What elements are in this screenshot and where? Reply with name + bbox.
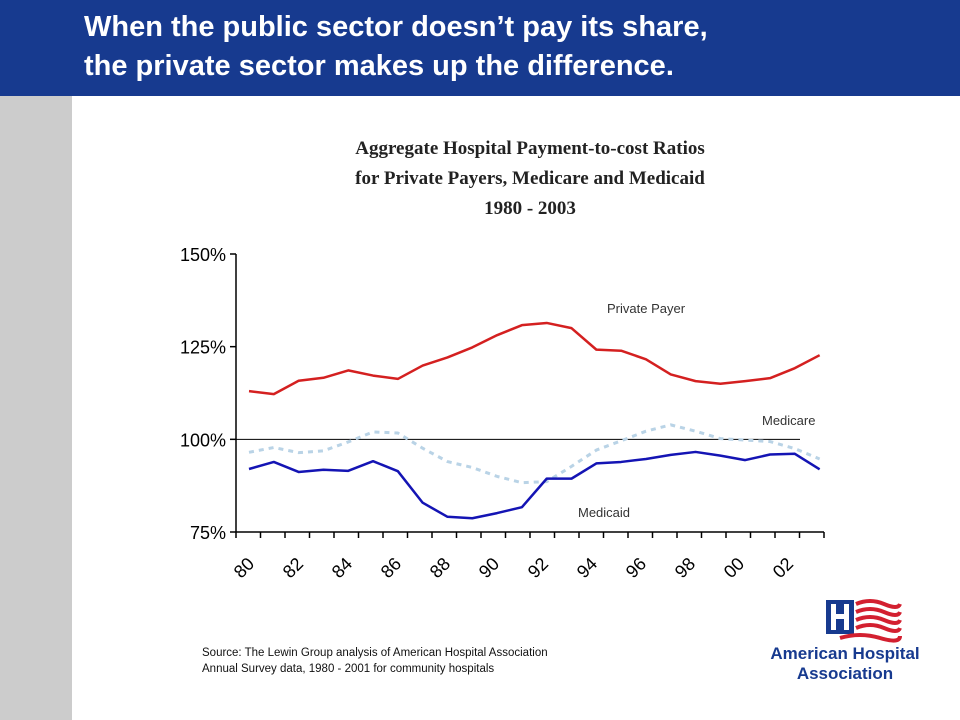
logo-wordmark: American Hospital Association	[760, 644, 930, 684]
private-payer-label: Private Payer	[607, 301, 686, 316]
x-tick-label: 96	[622, 554, 650, 582]
x-tick-label: 86	[377, 554, 405, 582]
x-tick-label: 88	[426, 554, 454, 582]
hospital-flag-logo-icon	[826, 599, 902, 643]
x-tick-label: 98	[671, 554, 699, 582]
aha-logo: American Hospital Association	[760, 596, 940, 692]
left-gray-strip	[0, 96, 72, 720]
y-tick-label: 125%	[180, 338, 226, 358]
medicare-line	[248, 423, 821, 485]
x-tick-label: 00	[720, 554, 748, 582]
y-tick-label: 100%	[180, 430, 226, 450]
x-tick-label: 80	[230, 554, 258, 582]
private-payer-line	[248, 321, 821, 396]
x-tick-label: 02	[769, 554, 797, 582]
x-tick-label: 92	[524, 554, 552, 582]
headline-line-2: the private sector makes up the differen…	[84, 50, 674, 82]
y-tick-label: 150%	[180, 245, 226, 265]
headline-line-1: When the public sector doesn’t pay its s…	[84, 11, 708, 43]
chart-title-line-1: Aggregate Hospital Payment-to-cost Ratio…	[355, 138, 705, 159]
source-line-2: Annual Survey data, 1980 - 2001 for comm…	[202, 663, 495, 675]
x-tick-label: 84	[328, 554, 356, 582]
y-tick-label: 75%	[190, 523, 226, 543]
chart-title-line-2: for Private Payers, Medicare and Medicai…	[355, 168, 705, 189]
medicaid-line	[248, 450, 821, 520]
x-tick-label: 90	[475, 554, 503, 582]
chart-title-line-3: 1980 - 2003	[484, 198, 576, 219]
slide-headline: When the public sector doesn’t pay its s…	[84, 8, 708, 86]
logo-line-2: Association	[796, 664, 894, 683]
x-tick-label: 94	[573, 554, 601, 582]
medicare-label: Medicare	[762, 413, 815, 428]
logo-line-1: American Hospital	[770, 644, 920, 663]
x-tick-label: 82	[279, 554, 307, 582]
medicaid-label: Medicaid	[578, 505, 630, 520]
header-bar: When the public sector doesn’t pay its s…	[0, 0, 960, 96]
source-line-1: Source: The Lewin Group analysis of Amer…	[202, 647, 548, 659]
source-note: Source: The Lewin Group analysis of Amer…	[202, 645, 548, 677]
chart-title: Aggregate Hospital Payment-to-cost Ratio…	[240, 134, 820, 224]
